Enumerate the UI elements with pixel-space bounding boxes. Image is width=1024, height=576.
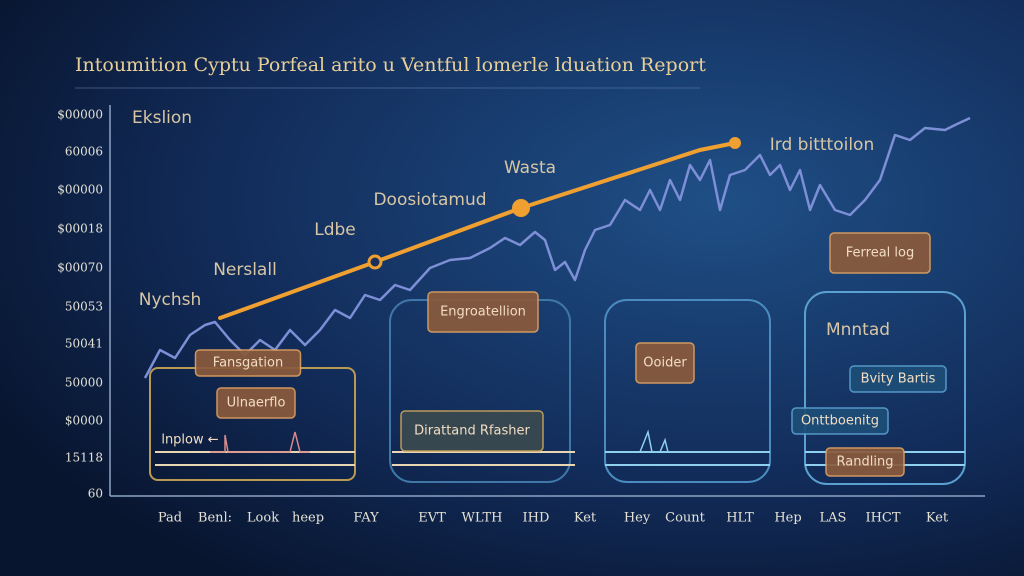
box-label: Ferreal log [846,246,914,261]
panel [804,291,966,485]
y-tick-label: $00018 [57,222,103,236]
label-box [635,342,695,384]
box-label: Randling [837,455,894,470]
label-box [791,407,889,435]
label-box [825,447,905,477]
annotation: Nychsh [139,290,202,310]
y-tick-label: 15118 [65,451,103,465]
box-label: Engroatellion [440,305,526,320]
annotation: Nerslall [213,260,277,280]
x-tick-label: EVT [418,511,446,526]
box-label: Ooider [643,356,687,371]
x-tick-label: Pad [158,511,182,526]
title: Intoumition Cyptu Porfeal arito u Ventfu… [75,54,706,76]
annotation: Doosiotamud [373,190,486,210]
y-tick-label: $00000 [57,108,103,122]
x-tick-label: WLTH [462,511,503,526]
marker [367,254,383,270]
label-box [400,410,544,452]
x-tick-label: Benl: [198,511,232,526]
label-box [849,365,947,393]
x-tick-label: LAS [820,511,847,526]
y-tick-label: 50000 [65,376,103,390]
y-tick-label: $0000 [65,414,103,428]
x-tick-label: Look [247,511,279,526]
x-tick-label: IHD [523,511,550,526]
label-box [829,232,931,274]
x-tick-label: Ket [926,511,949,526]
pulse [639,429,669,453]
x-tick-label: IHCT [865,511,900,526]
x-tick-label: Ket [574,511,597,526]
y-tick-label: $00000 [57,183,103,197]
y-tick-label: $00070 [57,261,103,275]
box-label: Ulnaerflo [227,396,286,411]
label-box [194,349,302,377]
x-tick-label: Hep [774,511,801,526]
label-box [216,387,296,419]
x-tick-label: heep [292,511,324,526]
y-tick-label: 60 [88,487,103,501]
marker [512,199,530,217]
box-label: Dirattand Rfasher [414,424,530,439]
x-tick-label: HLT [726,511,754,526]
y-tick-label: 60006 [65,145,103,159]
annotation: Ird bitttoilon [770,135,874,155]
annotation: Mnntad [826,320,890,340]
annotation: Ldbe [314,220,356,240]
label-box [427,291,539,333]
annotation: Wasta [504,158,556,178]
y-tick-label: 50053 [65,300,103,314]
marker [729,137,741,149]
box-label: Fansgation [213,356,283,371]
pulse [210,431,310,453]
y-tick-label: 50041 [65,337,103,351]
trend-line [143,116,971,379]
box-label: Bvity Bartis [861,372,936,387]
x-tick-label: Count [665,511,706,526]
x-tick-label: FAY [353,511,379,526]
box-label: Onttboenitg [801,414,879,429]
box-label: lnplow ← [161,433,218,448]
annotation: Ekslion [132,108,192,128]
panel [604,299,771,483]
x-tick-label: Hey [624,511,651,526]
